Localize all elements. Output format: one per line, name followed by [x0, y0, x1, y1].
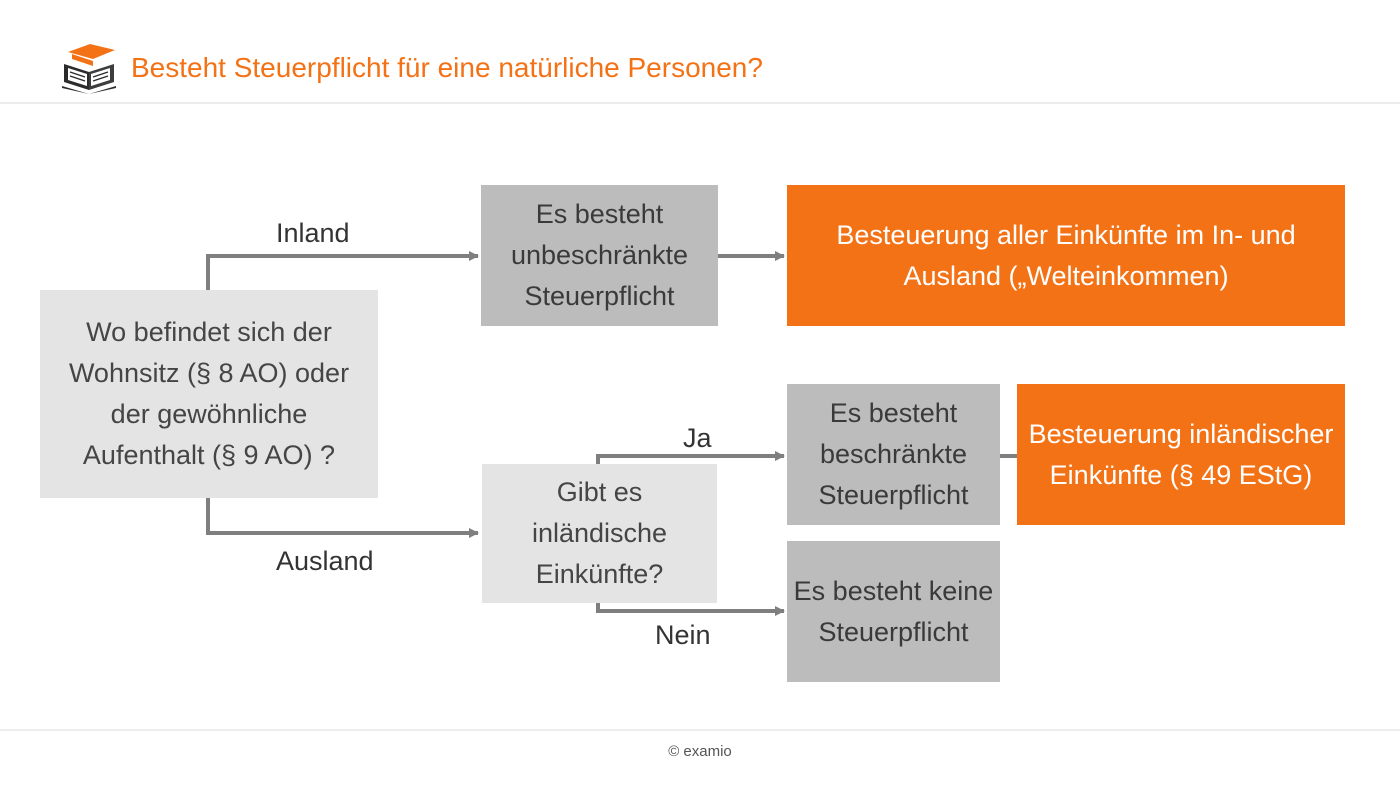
page-title: Besteht Steuerpflicht für eine natürlich… — [131, 52, 763, 83]
connector-ja — [596, 451, 785, 464]
edge-label-ja: Ja — [683, 423, 712, 453]
node-limited-liability: Es besteht beschränkte Steuerpflicht — [787, 384, 1000, 525]
edge-label-nein: Nein — [655, 620, 711, 650]
connector-inland — [206, 251, 479, 290]
node-domestic-income-taxation: Besteuerung inländischer Einkünfte (§ 49… — [1017, 384, 1345, 525]
node-no-liability: Es besteht keine Steuerpflicht — [787, 541, 1000, 682]
edge-label-ausland: Ausland — [276, 546, 374, 576]
node-question-domestic-income: Gibt es inländische Einkünfte? — [482, 464, 717, 603]
node-worldwide-income: Besteuerung aller Einkünfte im In- und A… — [787, 185, 1345, 326]
connector-ausland — [206, 498, 479, 538]
node-unlimited-liability: Es besteht unbeschränkte Steuerpflicht — [481, 185, 718, 326]
footer-divider — [0, 729, 1400, 731]
footer-copyright: © examio — [668, 743, 732, 760]
connector-nein — [596, 603, 785, 616]
edge-label-inland: Inland — [276, 218, 350, 248]
header: Besteht Steuerpflicht für eine natürlich… — [0, 0, 1400, 104]
graduation-cap-book-icon — [62, 44, 116, 94]
node-question-residence: Wo befindet sich der Wohnsitz (§ 8 AO) o… — [40, 290, 378, 498]
